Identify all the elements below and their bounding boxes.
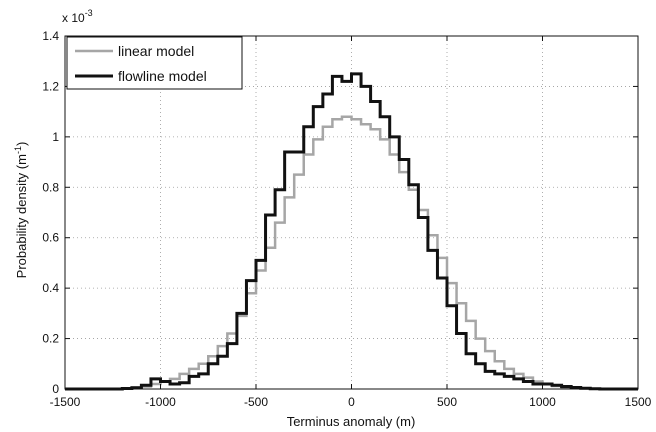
y-axis-label: Probability density (m-1) [13, 142, 29, 279]
y-tick-label: 1.4 [42, 29, 59, 43]
y-tick-label: 0.8 [42, 180, 59, 194]
x-tick-label: -1500 [50, 395, 81, 409]
y-axis-multiplier: x 10-3 [62, 8, 93, 25]
series-line-flowline-model [65, 72, 638, 391]
tick-marks [64, 35, 639, 390]
y-tick-label: 0.4 [42, 281, 59, 295]
legend-label-linear-model: linear model [118, 43, 194, 59]
legend: linear model flowline model [66, 36, 243, 90]
series-lines [65, 72, 638, 391]
series-line-linear-model [65, 115, 638, 391]
x-tick-label: 1500 [625, 395, 652, 409]
legend-box [66, 36, 243, 90]
y-tick-label: 0 [52, 382, 59, 396]
y-tick-label: 1.2 [42, 79, 59, 93]
y-tick-label: 0.2 [42, 332, 59, 346]
y-tick-labels: 0 0.2 0.4 0.6 0.8 1 1.2 1.4 [42, 29, 59, 396]
x-tick-label: 500 [437, 395, 457, 409]
y-tick-label: 1 [52, 130, 59, 144]
x-tick-label: 0 [348, 395, 355, 409]
x-tick-labels: -1500 -1000 -500 0 500 1000 1500 [50, 395, 652, 409]
x-axis-label: Terminus anomaly (m) [287, 414, 416, 429]
x-tick-label: -500 [244, 395, 268, 409]
legend-label-flowline-model: flowline model [118, 68, 207, 84]
x-tick-label: 1000 [529, 395, 556, 409]
x-tick-label: -1000 [145, 395, 176, 409]
y-tick-label: 0.6 [42, 231, 59, 245]
grid-lines [65, 36, 638, 389]
